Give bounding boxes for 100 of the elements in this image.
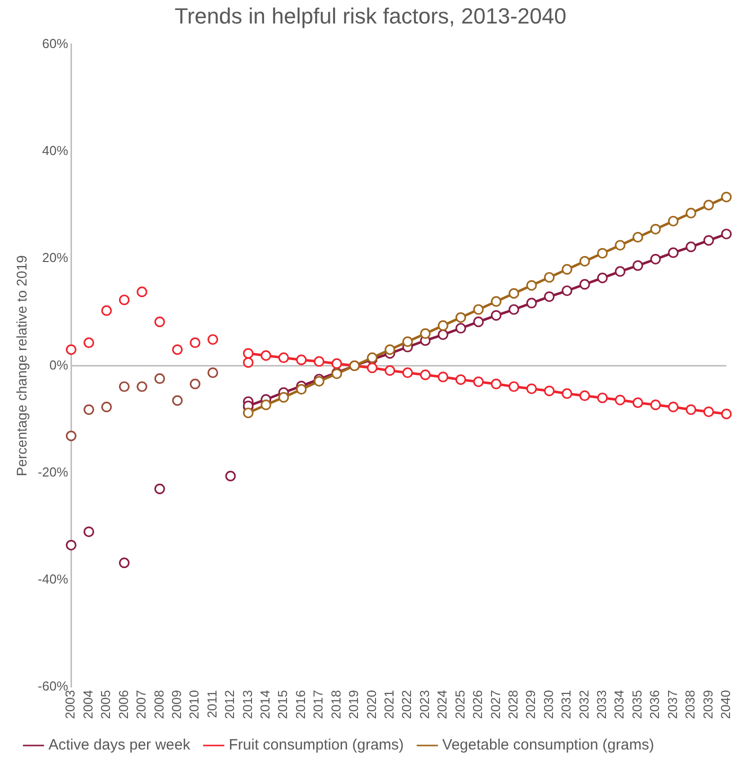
x-tick-label: 2017 xyxy=(310,690,326,719)
point xyxy=(402,336,413,347)
x-tick-label: 2005 xyxy=(98,690,114,719)
x-tick-label: 2013 xyxy=(240,690,255,719)
point xyxy=(703,235,714,246)
point xyxy=(296,384,307,395)
y-tick-label: 40% xyxy=(42,143,69,158)
point xyxy=(84,404,94,415)
point xyxy=(208,334,218,345)
point xyxy=(420,328,431,339)
point xyxy=(420,370,431,380)
point xyxy=(632,397,644,408)
point xyxy=(508,381,520,392)
x-tick-label: 2008 xyxy=(151,690,166,719)
legend-label: Vegetable consumption (grams) xyxy=(442,736,654,754)
y-tick-label: -20% xyxy=(38,464,69,480)
point xyxy=(508,288,520,299)
point xyxy=(118,381,130,392)
point xyxy=(721,408,732,420)
x-tick-label: 2031 xyxy=(558,690,574,719)
point xyxy=(314,356,324,367)
point xyxy=(278,352,289,364)
point xyxy=(384,365,396,376)
x-tick-label: 2009 xyxy=(168,690,184,719)
point xyxy=(544,291,555,302)
point xyxy=(668,402,679,412)
x-tick-label: 2029 xyxy=(523,690,538,719)
point xyxy=(260,400,272,410)
point xyxy=(490,310,502,321)
x-tick-label: 2030 xyxy=(540,690,556,719)
point xyxy=(614,394,626,406)
point xyxy=(614,266,626,277)
point xyxy=(526,280,537,291)
point xyxy=(242,357,254,368)
point xyxy=(473,304,484,315)
point xyxy=(632,232,644,243)
point xyxy=(366,362,378,374)
point xyxy=(686,208,696,218)
point xyxy=(650,254,661,264)
point xyxy=(438,329,448,340)
x-tick-label: 2037 xyxy=(664,690,680,719)
point xyxy=(703,200,714,210)
x-tick-label: 2039 xyxy=(700,690,716,719)
point xyxy=(490,296,502,307)
x-tick-label: 2038 xyxy=(682,690,698,719)
x-tick-label: 2024 xyxy=(434,690,450,719)
point xyxy=(260,350,272,361)
point xyxy=(190,337,200,348)
y-tick-label: 0% xyxy=(49,357,69,372)
point xyxy=(686,242,696,252)
point xyxy=(597,248,608,259)
x-tick-label: 2019 xyxy=(346,690,362,719)
point xyxy=(208,367,218,378)
point xyxy=(686,404,696,415)
point xyxy=(278,392,289,403)
point xyxy=(455,312,466,323)
point xyxy=(614,240,626,251)
x-tick-label: 2027 xyxy=(488,690,503,719)
point xyxy=(544,386,555,396)
y-tick-label: -40% xyxy=(38,572,69,587)
point xyxy=(242,348,254,359)
chart-title: Trends in helpful risk factors, 2013-2040 xyxy=(174,3,566,28)
point xyxy=(154,373,165,384)
x-tick-label: 2025 xyxy=(452,690,468,719)
point xyxy=(473,376,484,388)
y-tick-label: 60% xyxy=(42,36,69,51)
x-tick-label: 2016 xyxy=(292,690,308,719)
x-tick-label: 2003 xyxy=(62,690,78,719)
x-tick-label: 2015 xyxy=(275,690,290,719)
point xyxy=(562,264,572,275)
point xyxy=(118,558,130,568)
x-tick-label: 2004 xyxy=(80,690,96,719)
point xyxy=(579,390,590,402)
point xyxy=(490,378,502,390)
point xyxy=(508,304,520,315)
x-tick-label: 2014 xyxy=(258,690,273,719)
point xyxy=(190,378,200,390)
point xyxy=(118,294,130,306)
x-tick-label: 2021 xyxy=(381,690,396,719)
point xyxy=(154,484,165,494)
point xyxy=(526,298,537,308)
x-tick-label: 2026 xyxy=(470,690,486,719)
point xyxy=(597,392,608,404)
x-tick-label: 2012 xyxy=(222,690,238,719)
legend-label: Fruit consumption (grams) xyxy=(228,736,404,754)
x-tick-label: 2036 xyxy=(647,690,662,719)
point xyxy=(668,247,679,258)
point xyxy=(455,322,466,334)
x-tick-label: 2032 xyxy=(576,690,592,719)
point xyxy=(101,305,112,316)
point xyxy=(331,358,342,369)
x-tick-label: 2007 xyxy=(134,690,149,719)
point xyxy=(172,395,183,406)
x-tick-label: 2010 xyxy=(186,690,202,719)
point xyxy=(721,228,732,240)
x-tick-label: 2022 xyxy=(399,690,414,719)
point xyxy=(597,272,608,284)
x-tick-label: 2020 xyxy=(364,690,379,719)
point xyxy=(172,344,183,355)
point xyxy=(242,408,254,418)
